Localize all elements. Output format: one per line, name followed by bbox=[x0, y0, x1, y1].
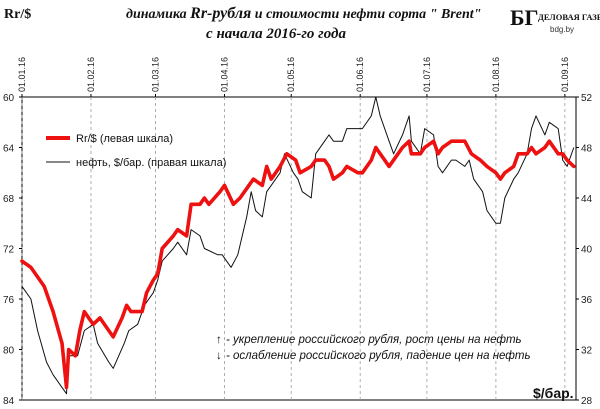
right-tick-label-3: 40 bbox=[581, 245, 593, 256]
date-axis: 01.01.16 01.02.16 01.03.16 01.04.16 01.05.16… bbox=[17, 57, 570, 97]
left-tick-label-0: 60 bbox=[3, 93, 15, 104]
series-line-ruble bbox=[20, 139, 576, 390]
right-axis-unit-label: $/бар. bbox=[533, 385, 574, 401]
series-line-oil bbox=[21, 96, 575, 395]
note-line1: - укрепление российского рубля, рост цен… bbox=[226, 334, 522, 346]
left-axis: 60 64 68 72 76 80 84 bbox=[3, 93, 22, 407]
chart-title-line1: динамика Rr-рубля и стоимости нефти сорт… bbox=[126, 5, 481, 22]
left-tick-label-1: 64 bbox=[3, 144, 15, 155]
chart-title-line2: с начала 2016-го года bbox=[206, 26, 346, 42]
logo: БГ ДЕЛОВАЯ ГАЗЕТА bdg.by bbox=[510, 5, 600, 34]
chart-title-part2: Rr-рубля bbox=[189, 5, 251, 22]
date-tick-label-0: 01.01.16 bbox=[17, 57, 27, 92]
left-axis-unit-label: Rr/$ bbox=[4, 7, 31, 22]
legend-label-ruble: Rr/$ (левая шкала) bbox=[76, 133, 173, 145]
right-tick-label-5: 32 bbox=[581, 346, 593, 357]
right-tick-label-6: 28 bbox=[581, 396, 593, 407]
right-tick-label-4: 36 bbox=[581, 295, 593, 306]
arrow-up-icon: ↑ bbox=[216, 334, 222, 346]
chart-title-part3: и стоимости нефти сорта " Brent" bbox=[251, 7, 481, 22]
explanation-notes: ↑ - укрепление российского рубля, рост ц… bbox=[216, 334, 531, 362]
logo-name: ДЕЛОВАЯ ГАЗЕТА bbox=[538, 12, 600, 22]
date-tick-label-1: 01.02.16 bbox=[86, 57, 96, 92]
logo-mark: БГ bbox=[510, 5, 539, 30]
date-tick-label-6: 01.07.16 bbox=[422, 57, 432, 92]
left-tick-label-3: 72 bbox=[3, 245, 15, 256]
series-layer bbox=[20, 96, 576, 395]
date-tick-label-3: 01.04.16 bbox=[219, 57, 229, 92]
left-tick-label-2: 68 bbox=[3, 194, 15, 205]
right-axis: 52 48 44 40 36 32 28 bbox=[576, 93, 593, 407]
legend: Rr/$ (левая шкала) нефть, $/бар. (правая… bbox=[46, 133, 226, 169]
note-line2: - ослабление российского рубля, падение … bbox=[226, 350, 531, 362]
legend-label-oil: нефть, $/бар. (правая шкала) bbox=[76, 157, 226, 169]
right-tick-label-1: 48 bbox=[581, 144, 593, 155]
date-tick-label-4: 01.05.16 bbox=[286, 57, 296, 92]
left-tick-label-6: 84 bbox=[3, 396, 15, 407]
right-tick-label-2: 44 bbox=[581, 194, 593, 205]
date-tick-label-8: 01.09.16 bbox=[560, 57, 570, 92]
date-tick-label-7: 01.08.16 bbox=[491, 57, 501, 92]
left-tick-label-5: 80 bbox=[3, 346, 15, 357]
date-tick-label-5: 01.06.16 bbox=[355, 57, 365, 92]
right-tick-label-0: 52 bbox=[581, 93, 593, 104]
chart-title-part1: динамика bbox=[126, 7, 190, 22]
date-tick-label-2: 01.03.16 bbox=[150, 57, 160, 92]
left-tick-label-4: 76 bbox=[3, 295, 15, 306]
arrow-down-icon: ↓ bbox=[216, 350, 222, 362]
logo-site: bdg.by bbox=[550, 25, 574, 34]
